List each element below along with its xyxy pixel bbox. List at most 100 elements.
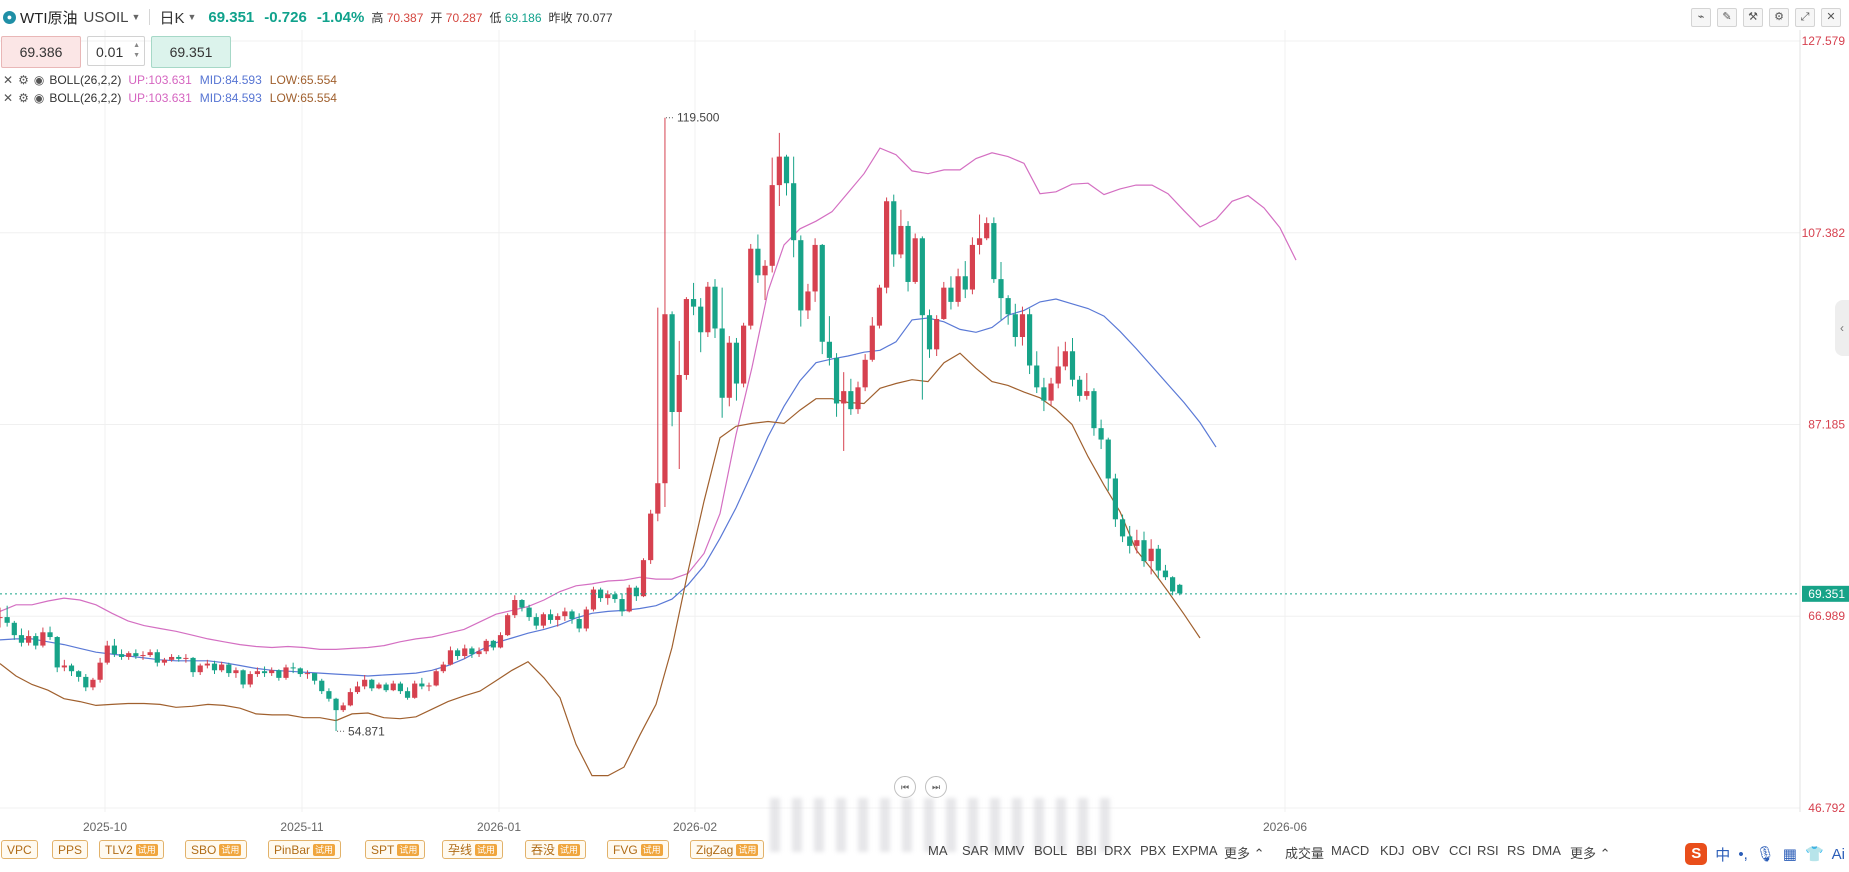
ime-mode-label[interactable]: 中 xyxy=(1715,846,1731,864)
expand-icon[interactable]: ⤢ xyxy=(1795,8,1815,27)
candle xyxy=(376,682,382,690)
jump-start-icon[interactable]: ⏮ xyxy=(894,776,916,798)
period-selector[interactable]: 日K xyxy=(159,9,185,27)
sub-indicator-more[interactable]: 更多 ⌃ xyxy=(1570,843,1611,862)
candle xyxy=(261,666,268,677)
chip-fvg[interactable]: FVG 试用 xyxy=(607,840,669,859)
symbol-code[interactable]: USOIL xyxy=(83,8,129,26)
chip-pinbar[interactable]: PinBar 试用 xyxy=(268,840,342,859)
indicator-settings-icon[interactable]: ⚙ xyxy=(18,91,29,105)
remove-indicator-icon[interactable]: ✕ xyxy=(3,73,14,87)
main-indicator-ma[interactable]: MA xyxy=(928,843,948,858)
candle-body xyxy=(569,611,575,619)
sub-indicator-obv[interactable]: OBV xyxy=(1412,843,1440,858)
candle xyxy=(926,309,933,358)
chip-tlv2[interactable]: TLV2 试用 xyxy=(99,840,164,859)
main-indicator-pbx[interactable]: PBX xyxy=(1140,843,1167,858)
remove-indicator-icon[interactable]: ✕ xyxy=(3,91,14,105)
candle xyxy=(583,606,589,632)
extreme-label: 119.500 xyxy=(677,111,720,125)
candle-body xyxy=(447,650,454,665)
draw-pencil-icon[interactable]: ✎ xyxy=(1717,8,1737,27)
sogou-ime-icon[interactable]: S xyxy=(1685,843,1708,865)
sub-indicator-dma[interactable]: DMA xyxy=(1532,843,1561,858)
candle-body xyxy=(1127,536,1133,546)
candle xyxy=(476,647,482,657)
chevron-down-icon[interactable]: ▼ xyxy=(131,12,141,22)
candle xyxy=(1155,544,1161,579)
candle xyxy=(176,655,182,662)
quantity-value[interactable]: 0.01 xyxy=(96,44,124,60)
punctuation-mode-label[interactable]: •, xyxy=(1738,845,1748,863)
chip-vpc[interactable]: VPC xyxy=(1,840,38,859)
main-indicator-more[interactable]: 更多 ⌃ xyxy=(1224,843,1265,862)
candle-body xyxy=(583,609,589,629)
candle-body xyxy=(254,671,260,675)
x-tick-label: 2026-06 xyxy=(1263,820,1307,834)
stepper-arrows-icon[interactable]: ▲ ▼ xyxy=(133,42,140,59)
indicator-settings-icon[interactable]: ⚙ xyxy=(18,73,29,87)
quantity-stepper[interactable]: 0.01 ▲ ▼ xyxy=(87,36,145,66)
side-panel-toggle-icon[interactable]: ‹ xyxy=(1835,300,1849,356)
settings-gear-icon[interactable]: ⚙ xyxy=(1769,8,1789,27)
sub-indicator-rs[interactable]: RS xyxy=(1507,843,1526,858)
candle xyxy=(783,154,790,196)
candle xyxy=(83,674,89,692)
candle-body xyxy=(1112,478,1118,520)
trial-badge: 试用 xyxy=(640,844,663,856)
keyboard-icon[interactable]: ▦ xyxy=(1782,846,1797,863)
candle xyxy=(1091,388,1097,436)
x-tick-label: 2025-11 xyxy=(280,820,323,834)
candle xyxy=(705,281,711,338)
microphone-icon[interactable]: 🎙 xyxy=(1755,846,1775,863)
candle xyxy=(104,640,110,665)
candle xyxy=(404,687,411,700)
sub-indicator-rsi[interactable]: RSI xyxy=(1477,843,1499,858)
jump-end-icon[interactable]: ⏭ xyxy=(925,776,947,798)
candle-body xyxy=(1098,428,1104,440)
chip-engulfing[interactable]: 吞没 试用 xyxy=(525,840,587,859)
candle-body xyxy=(590,589,597,610)
candle xyxy=(662,117,668,507)
visibility-eye-icon[interactable]: ◉ xyxy=(33,73,45,87)
candle-body xyxy=(533,617,539,626)
close-icon[interactable]: ✕ xyxy=(1821,8,1841,27)
indicator-legend: ✕ ⚙ ◉ BOLL(26,2,2) UP:103.631 MID:84.593… xyxy=(3,73,337,87)
candle-body xyxy=(290,667,296,669)
candle-body xyxy=(905,225,911,282)
chip-spt[interactable]: SPT 试用 xyxy=(365,840,426,859)
sub-indicator-cci[interactable]: CCI xyxy=(1449,843,1472,858)
line-chart-icon[interactable]: ⌁ xyxy=(1691,8,1711,27)
candle-body xyxy=(104,645,110,663)
buy-button[interactable]: 69.351 xyxy=(151,36,231,68)
main-indicator-boll[interactable]: BOLL xyxy=(1034,843,1068,858)
main-indicator-bbi[interactable]: BBI xyxy=(1076,843,1097,858)
candle-body xyxy=(741,325,747,384)
candle-body xyxy=(698,306,704,333)
chip-inside-bar[interactable]: 孕线 试用 xyxy=(442,840,504,859)
ai-assistant-label[interactable]: Ai xyxy=(1831,845,1845,863)
sub-indicator-volume[interactable]: 成交量 xyxy=(1285,846,1325,861)
chip-sbo[interactable]: SBO 试用 xyxy=(185,840,248,859)
candle xyxy=(90,677,96,691)
candle-body xyxy=(190,657,196,673)
symbol-name[interactable]: WTI原油 xyxy=(20,9,78,27)
main-indicator-expma[interactable]: EXPMA xyxy=(1172,843,1218,858)
chip-pps[interactable]: PPS xyxy=(52,840,89,859)
candle-body xyxy=(76,671,82,677)
visibility-eye-icon[interactable]: ◉ xyxy=(33,91,45,105)
sell-button[interactable]: 69.386 xyxy=(1,36,81,68)
main-indicator-drx[interactable]: DRX xyxy=(1104,843,1132,858)
sub-indicator-kdj[interactable]: KDJ xyxy=(1380,843,1405,858)
sub-indicator-macd[interactable]: MACD xyxy=(1331,843,1370,858)
boll-low-value: LOW:65.554 xyxy=(269,73,337,87)
chip-zigzag[interactable]: ZigZag 试用 xyxy=(690,840,765,859)
candle xyxy=(826,316,832,366)
drawing-tools-icon[interactable]: ⚒ xyxy=(1743,8,1763,27)
chevron-down-icon[interactable]: ▼ xyxy=(187,12,197,22)
candle xyxy=(1141,531,1147,567)
main-indicator-sar[interactable]: SAR xyxy=(962,843,989,858)
skin-shirt-icon[interactable]: 👕 xyxy=(1804,846,1824,863)
main-indicator-mmv[interactable]: MMV xyxy=(994,843,1025,858)
